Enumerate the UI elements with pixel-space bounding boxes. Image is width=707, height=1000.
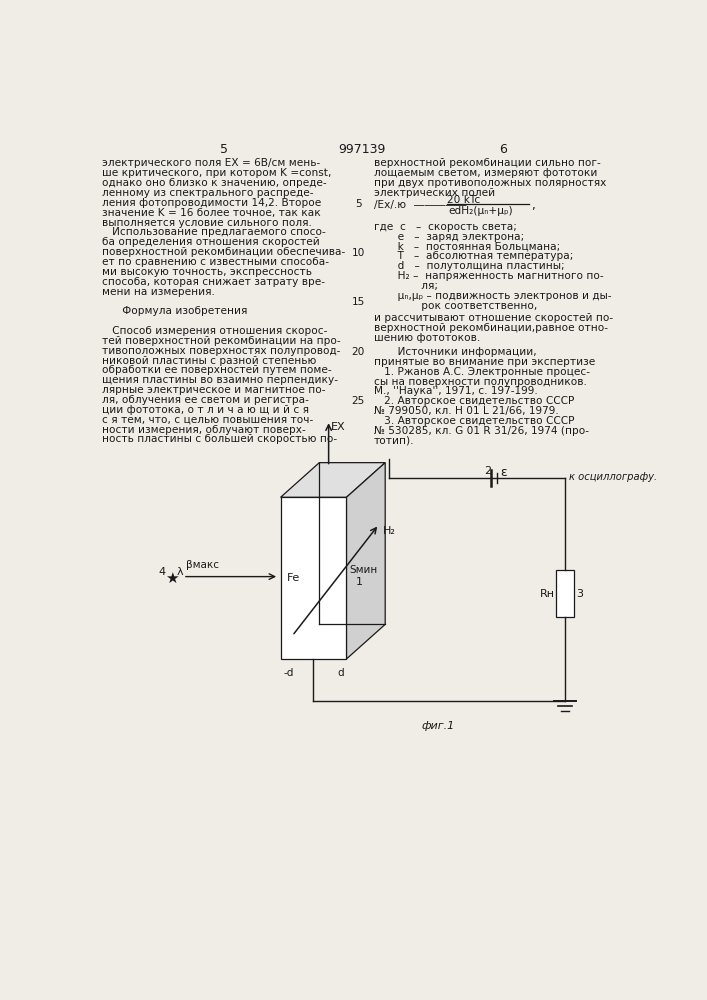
Text: верхностной рекомбинации,равное отно-: верхностной рекомбинации,равное отно-	[373, 323, 607, 333]
Text: тей поверхностной рекомбинации на про-: тей поверхностной рекомбинации на про-	[103, 336, 341, 346]
Text: ления фотопроводимости 14,2. Второе: ления фотопроводимости 14,2. Второе	[103, 198, 322, 208]
Text: ми высокую точность, экспрессность: ми высокую точность, экспрессность	[103, 267, 312, 277]
Text: d   –  полутолщина пластины;: d – полутолщина пластины;	[373, 261, 564, 271]
Text: βмакс: βмакс	[186, 560, 219, 570]
Text: ции фототока, о т л и ч а ю щ и й с я: ции фототока, о т л и ч а ю щ и й с я	[103, 405, 310, 415]
Text: 10: 10	[351, 248, 365, 258]
Text: рок соответственно,: рок соответственно,	[373, 301, 537, 311]
Text: электрических полей: электрических полей	[373, 188, 495, 198]
Text: ★: ★	[165, 571, 179, 586]
Text: к осциллографу.: к осциллографу.	[569, 472, 657, 482]
Text: ба определения отношения скоростей: ба определения отношения скоростей	[103, 237, 320, 247]
Text: 1: 1	[356, 577, 363, 587]
Text: № 799050, кл. Н 01 L 21/66, 1979.: № 799050, кл. Н 01 L 21/66, 1979.	[373, 406, 559, 416]
Text: 15: 15	[351, 297, 365, 307]
Text: при двух противоположных полярностях: при двух противоположных полярностях	[373, 178, 606, 188]
Text: Источники информации,: Источники информации,	[373, 347, 536, 357]
Text: 3. Авторское свидетельство СССР: 3. Авторское свидетельство СССР	[373, 416, 574, 426]
Text: обработки ее поверхностей путем поме-: обработки ее поверхностей путем поме-	[103, 365, 332, 375]
Text: Sмин: Sмин	[349, 565, 378, 575]
Text: 4: 4	[158, 567, 165, 577]
Text: 6: 6	[499, 143, 507, 156]
Text: поверхностной рекомбинации обеспечива-: поверхностной рекомбинации обеспечива-	[103, 247, 346, 257]
Polygon shape	[281, 463, 385, 497]
Text: e   –  заряд электрона;: e – заряд электрона;	[373, 232, 524, 242]
Polygon shape	[346, 463, 385, 659]
Text: H₂ –  напряженность магнитного по-: H₂ – напряженность магнитного по-	[373, 271, 603, 281]
Text: 1. Ржанов А.С. Электронные процес-: 1. Ржанов А.С. Электронные процес-	[373, 367, 590, 377]
Text: ность пластины с большей скоростью по-: ность пластины с большей скоростью по-	[103, 434, 337, 444]
Text: однако оно близко к значению, опреде-: однако оно близко к значению, опреде-	[103, 178, 327, 188]
Text: H₂: H₂	[383, 526, 396, 536]
Text: ше критического, при котором K =const,: ше критического, при котором K =const,	[103, 168, 332, 178]
Text: 20 kTc: 20 kTc	[448, 195, 481, 205]
Text: верхностной рекомбинации сильно пог-: верхностной рекомбинации сильно пог-	[373, 158, 600, 168]
Text: 2: 2	[484, 466, 491, 476]
Text: № 530285, кл. G 01 R 31/26, 1974 (про-: № 530285, кл. G 01 R 31/26, 1974 (про-	[373, 426, 588, 436]
Text: с я тем, что, с целью повышения точ-: с я тем, что, с целью повышения точ-	[103, 415, 314, 425]
Text: М., ''Наука'', 1971, с. 197-199.: М., ''Наука'', 1971, с. 197-199.	[373, 386, 537, 396]
Text: Формула изобретения: Формула изобретения	[103, 306, 247, 316]
Text: лярные электрическое и магнитное по-: лярные электрическое и магнитное по-	[103, 385, 326, 395]
Text: щения пластины во взаимно перпендику-: щения пластины во взаимно перпендику-	[103, 375, 339, 385]
Text: /Eх/.ю: /Eх/.ю	[373, 200, 406, 210]
Text: ет по сравнению с известными способа-: ет по сравнению с известными способа-	[103, 257, 329, 267]
Text: и рассчитывают отношение скоростей по-: и рассчитывают отношение скоростей по-	[373, 313, 613, 323]
Text: мени на измерения.: мени на измерения.	[103, 287, 215, 297]
Text: выполняется условие сильного поля.: выполняется условие сильного поля.	[103, 218, 312, 228]
Text: значение K = 16 более точное, так как: значение K = 16 более точное, так как	[103, 208, 321, 218]
Text: Способ измерения отношения скорос-: Способ измерения отношения скорос-	[103, 326, 328, 336]
Text: -d: -d	[283, 668, 293, 678]
Polygon shape	[281, 497, 346, 659]
Text: ности измерения, облучают поверх-: ности измерения, облучают поверх-	[103, 425, 306, 435]
Text: 20: 20	[351, 347, 365, 357]
Text: Использование предлагаемого спосо-: Использование предлагаемого спосо-	[103, 227, 326, 237]
Text: ленному из спектрального распреде-: ленному из спектрального распреде-	[103, 188, 314, 198]
Text: λ: λ	[177, 567, 183, 577]
Text: ―――――: ―――――	[414, 200, 467, 210]
Text: 2. Авторское свидетельство СССР: 2. Авторское свидетельство СССР	[373, 396, 574, 406]
Text: μₙ,μₚ – подвижность электронов и ды-: μₙ,μₚ – подвижность электронов и ды-	[373, 291, 611, 301]
Bar	[556, 570, 573, 617]
Text: edH₂(μₙ+μₚ): edH₂(μₙ+μₚ)	[449, 206, 513, 216]
Text: Fе: Fе	[287, 573, 300, 583]
Text: тотип).: тотип).	[373, 436, 414, 446]
Text: фиг.1: фиг.1	[421, 721, 455, 731]
Text: электрического поля EХ = 6В/см мень-: электрического поля EХ = 6В/см мень-	[103, 158, 320, 168]
Text: ля;: ля;	[373, 281, 438, 291]
Text: ля, облучения ее светом и регистра-: ля, облучения ее светом и регистра-	[103, 395, 309, 405]
Text: принятые во внимание при экспертизе: принятые во внимание при экспертизе	[373, 357, 595, 367]
Text: EХ: EХ	[331, 422, 346, 432]
Text: лощаемым светом, измеряют фототоки: лощаемым светом, измеряют фототоки	[373, 168, 597, 178]
Text: T   –  абсолютная температура;: T – абсолютная температура;	[373, 251, 573, 261]
Text: d: d	[337, 668, 344, 678]
Text: шению фототоков.: шению фототоков.	[373, 333, 480, 343]
Text: никовой пластины с разной степенью: никовой пластины с разной степенью	[103, 356, 317, 366]
Text: где  c   –  скорость света;: где c – скорость света;	[373, 222, 516, 232]
Text: способа, которая снижает затрату вре-: способа, которая снижает затрату вре-	[103, 277, 325, 287]
Text: 997139: 997139	[338, 143, 385, 156]
Text: 5: 5	[220, 143, 228, 156]
Text: 25: 25	[351, 396, 365, 406]
Text: ε: ε	[501, 466, 508, 479]
Text: 3: 3	[577, 589, 583, 599]
Text: Rн: Rн	[539, 589, 554, 599]
Text: сы на поверхности полупроводников.: сы на поверхности полупроводников.	[373, 377, 586, 387]
Text: ,: ,	[531, 199, 534, 212]
Text: тивоположных поверхностях полупровод-: тивоположных поверхностях полупровод-	[103, 346, 341, 356]
Text: k   –  постоянная Больцмана;: k – постоянная Больцмана;	[373, 242, 560, 252]
Text: 5: 5	[355, 199, 361, 209]
